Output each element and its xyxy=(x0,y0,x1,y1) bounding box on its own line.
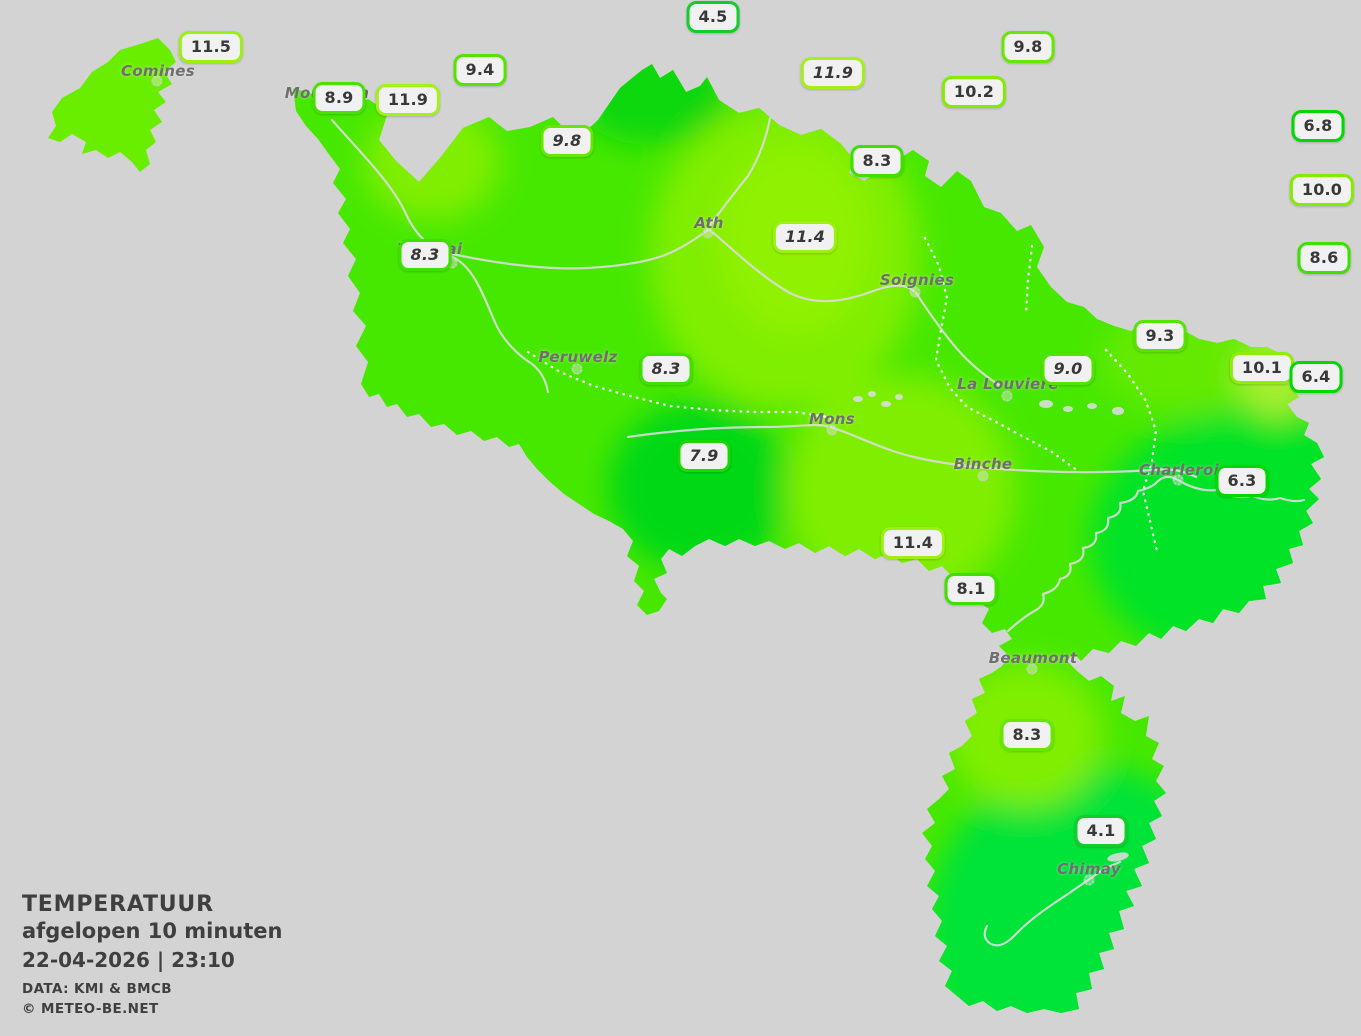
border-tournai-mons xyxy=(526,350,845,427)
urban-blob xyxy=(1063,406,1073,412)
comines-exclave-shape xyxy=(48,38,176,172)
border-charleroi-west xyxy=(1104,348,1159,553)
lake-virelles xyxy=(1107,852,1129,862)
cold-zone-79 xyxy=(608,402,792,572)
urban-blob xyxy=(1087,403,1097,409)
road-mons-charleroi xyxy=(626,423,1198,479)
river-sambre xyxy=(1006,475,1178,633)
region-borders xyxy=(526,236,1159,553)
border-north-east xyxy=(1024,244,1034,317)
road-tournai-ath xyxy=(450,228,710,270)
road-soignies-lalouviere xyxy=(914,291,1002,388)
copyright: © METEO-BE.NET xyxy=(22,1001,159,1018)
warm-zone-binche xyxy=(785,375,1015,605)
data-source: DATA: KMI & BMCB xyxy=(22,981,172,998)
urban-areas xyxy=(853,391,1129,862)
map-subtitle: afgelopen 10 minuten xyxy=(22,919,283,944)
cold-zone-charleroi-east xyxy=(1090,405,1324,675)
road-mouscron-tournai xyxy=(330,118,550,394)
urban-blob xyxy=(868,391,876,397)
road-ath-soignies xyxy=(708,228,916,303)
river-dender xyxy=(706,116,772,230)
province-hainaut xyxy=(293,64,1324,1013)
urban-blob xyxy=(1112,407,1124,415)
urban-blob xyxy=(1039,400,1053,408)
map-title: TEMPERATUUR xyxy=(22,892,214,917)
urban-blob xyxy=(853,396,863,402)
warm-zone-beaumont xyxy=(947,663,1103,807)
title-block: TEMPERATUUR afgelopen 10 minuten 22-04-2… xyxy=(22,892,283,1017)
warm-zone-ath-core xyxy=(720,145,870,335)
warm-spot-101 xyxy=(1237,338,1317,418)
warm-zone-mouscron xyxy=(364,104,500,220)
urban-blob xyxy=(895,394,903,400)
map-datetime: 22-04-2026 | 23:10 xyxy=(22,948,235,973)
urban-blob xyxy=(881,401,891,407)
